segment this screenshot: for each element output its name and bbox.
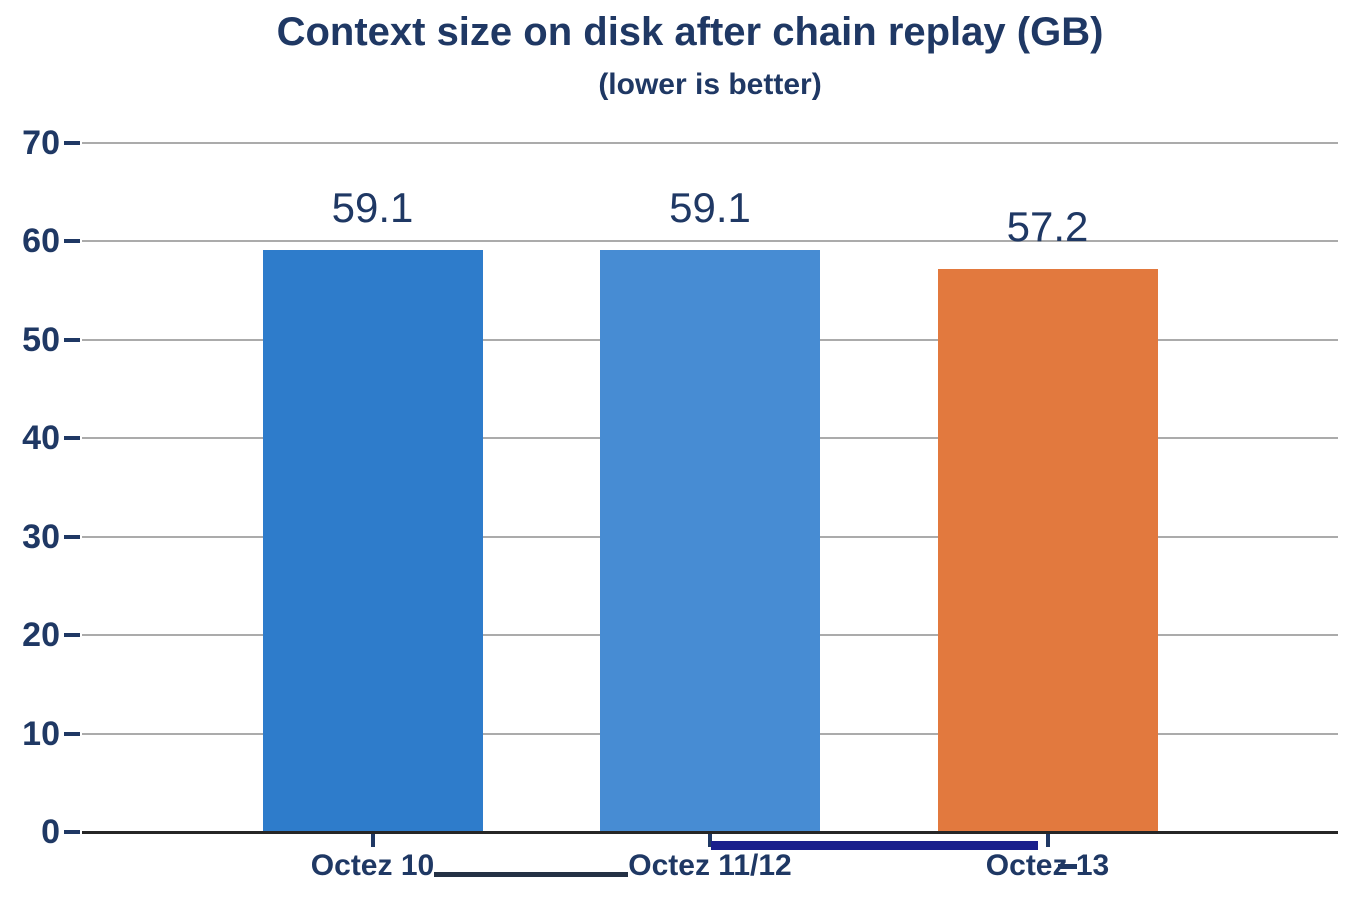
value-label-octez-11-12: 59.1 (669, 184, 751, 232)
y-tick-label-60: 60 (22, 222, 60, 261)
x-tick-label-octez-11-12: Octez 11/12 (628, 849, 792, 882)
chart-title: Context size on disk after chain replay … (276, 10, 1104, 54)
y-tick-mark-60 (64, 239, 80, 244)
ghost-line-between-octez10-and-octez1112 (434, 872, 628, 877)
y-tick-mark-70 (64, 140, 80, 145)
y-tick-label-30: 30 (22, 517, 60, 556)
x-tick-label-octez-10: Octez 10 (310, 849, 435, 882)
plot-area (82, 132, 1338, 832)
bar-octez-11-12 (600, 250, 820, 832)
bar-octez-10 (262, 250, 483, 832)
y-tick-mark-0 (64, 830, 80, 834)
bar-octez-13 (937, 268, 1158, 832)
y-tick-label-20: 20 (22, 616, 60, 655)
y-tick-label-0: 0 (41, 813, 60, 851)
y-tick-mark-10 (64, 731, 80, 736)
x-tick-label-octez-13: Octez 13 (985, 849, 1110, 882)
gridline-70 (82, 141, 1338, 144)
chart-subtitle: (lower is better) (598, 68, 822, 101)
y-tick-label-50: 50 (22, 320, 60, 359)
x-axis-line (82, 831, 1338, 834)
value-label-octez-13: 57.2 (1006, 202, 1089, 250)
y-tick-mark-20 (64, 633, 80, 638)
y-tick-mark-40 (64, 436, 80, 441)
ghost-line-between-octez1112-and-octez13 (711, 841, 1038, 850)
x-tick-mark-octez-11-12 (708, 834, 712, 847)
y-tick-label-10: 10 (22, 714, 60, 753)
y-tick-label-70: 70 (22, 123, 60, 162)
value-label-octez-10: 59.1 (331, 184, 414, 232)
x-tick-mark-octez-10 (370, 834, 375, 847)
y-tick-label-40: 40 (22, 419, 60, 458)
y-tick-mark-50 (64, 337, 80, 342)
gridline-60 (82, 240, 1338, 243)
x-tick-mark-octez-13 (1045, 834, 1050, 847)
ghost-dash-before-octez13 (1058, 864, 1077, 869)
y-tick-mark-30 (64, 534, 80, 539)
